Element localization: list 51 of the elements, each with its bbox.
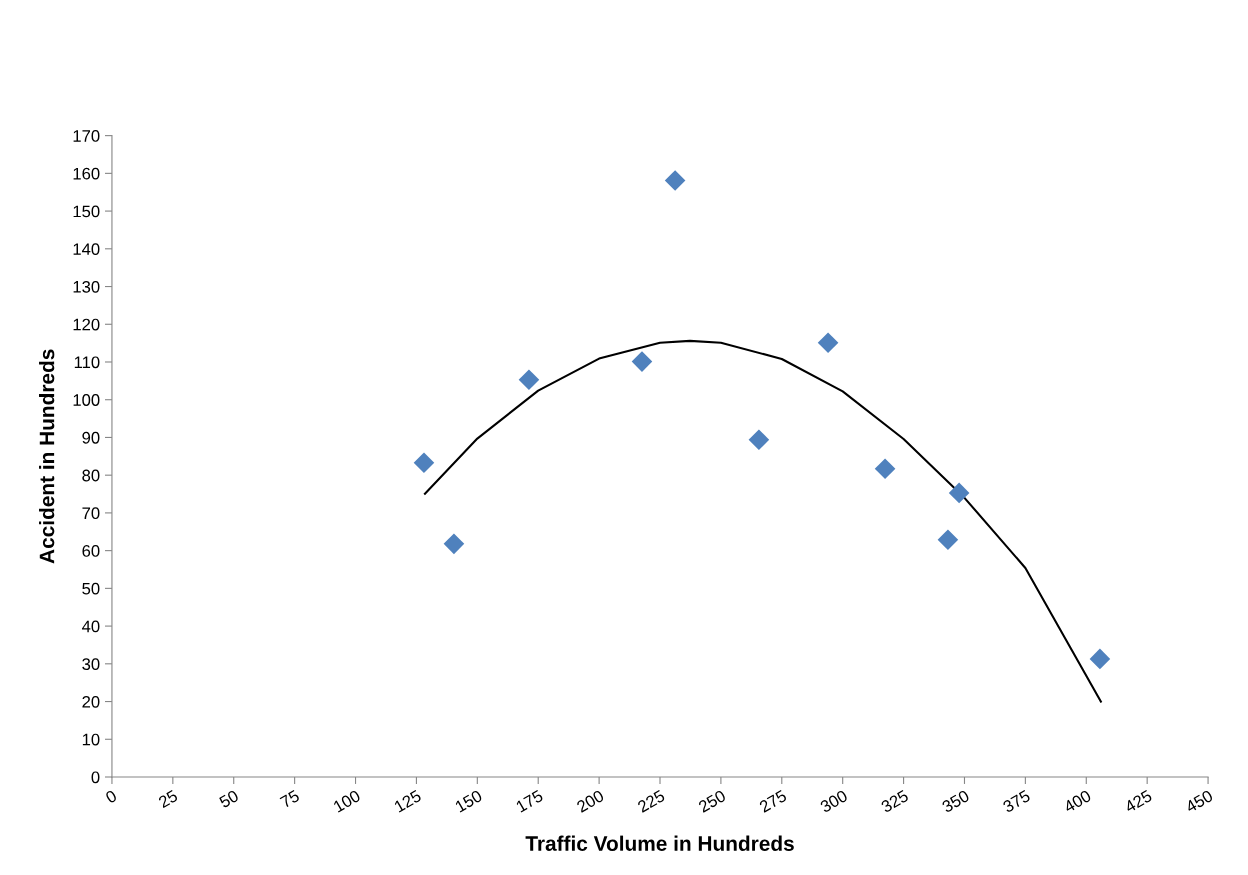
y-tick-label: 140 [73,243,100,256]
point [748,429,770,451]
x-tick-label: 50 [218,789,240,809]
point [664,170,686,191]
x-tick-label: 350 [941,789,971,813]
x-tick-label: 75 [279,789,301,809]
point [817,332,839,354]
point [937,529,959,550]
y-tick-label: 40 [81,620,100,633]
x-tick-label: 250 [697,789,727,813]
x-tick-label: 200 [575,789,605,813]
point [443,533,465,555]
y-tick-label: 30 [82,658,100,671]
point [1089,648,1111,670]
x-tick-label: 25 [157,789,179,809]
y-tick-label: 100 [73,394,100,406]
x-tick-label: 225 [636,789,666,813]
y-tick-label: 60 [82,545,100,557]
y-tick-label: 160 [73,167,100,180]
y-tick-label: 150 [73,205,100,218]
x-tick-label: 275 [758,789,788,813]
point [413,452,435,474]
y-tick-label: 10 [82,733,100,746]
y-tick-label: 170 [73,130,100,142]
point [518,369,540,391]
x-tick-label: 375 [1002,789,1031,813]
x-tick-label: 400 [1062,789,1092,814]
y-tick-label: 90 [82,431,100,444]
y-tick-label: 0 [91,771,100,784]
y-tick-label: 70 [82,507,100,520]
y-axis-title: Accident in Hundreds [39,349,55,564]
y-tick-label: 80 [82,469,100,482]
y-tick-label: 20 [82,695,100,708]
y-tick-label: 120 [73,318,100,331]
x-tick-label: 125 [393,789,422,813]
line-series [423,339,1102,703]
point [631,351,653,372]
y-tick-label: 110 [74,356,100,369]
x-tick-label: 100 [332,789,362,813]
point [874,458,896,480]
point [948,482,970,504]
x-tick-label: 150 [454,789,483,813]
x-tick-label: 325 [880,789,910,813]
y-tick-label: 130 [73,280,100,293]
y-tick-label: 50 [82,582,100,595]
x-axis-title: Traffic Volume in Hundreds [525,835,794,851]
x-tick-label: 300 [819,789,849,813]
x-tick-label: 0 [104,789,118,804]
x-tick-label: 425 [1123,789,1153,814]
x-tick-label: 450 [1184,789,1214,814]
x-tick-label: 175 [515,789,544,813]
